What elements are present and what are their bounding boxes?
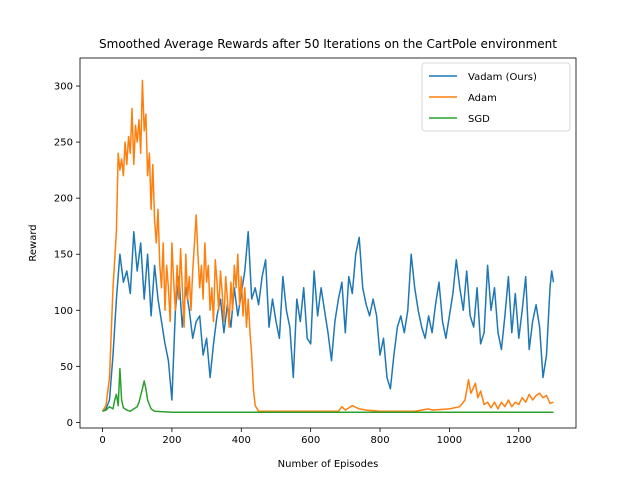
y-axis-label: Reward <box>28 224 39 261</box>
x-axis-label: Number of Episodes <box>278 459 379 470</box>
y-tick-label: 100 <box>54 306 73 317</box>
x-tick-label: 200 <box>162 435 181 446</box>
y-tick-label: 300 <box>54 82 73 93</box>
chart-title: Smoothed Average Rewards after 50 Iterat… <box>99 37 557 51</box>
y-tick-label: 250 <box>54 138 73 149</box>
y-axis: 0 50 100 150 200 250 300 <box>54 82 80 429</box>
series-line-adam <box>101 79 554 412</box>
x-tick-label: 800 <box>370 435 389 446</box>
legend: Vadam (Ours) Adam SGD <box>421 62 571 132</box>
x-tick-label: 600 <box>301 435 320 446</box>
legend-label-vadam: Vadam (Ours) <box>468 72 537 83</box>
plot-area <box>101 79 555 414</box>
x-axis: 0 200 400 600 800 1000 1200 <box>99 428 531 446</box>
y-tick-label: 200 <box>54 194 73 205</box>
legend-label-sgd: SGD <box>468 114 490 125</box>
y-tick-label: 150 <box>54 250 73 261</box>
axes-frame <box>79 57 577 429</box>
legend-label-adam: Adam <box>468 93 497 104</box>
y-tick-label: 0 <box>67 418 73 429</box>
x-tick-label: 1000 <box>437 435 462 446</box>
series-line-sgd <box>102 367 554 414</box>
x-tick-label: 400 <box>232 435 251 446</box>
x-tick-label: 1200 <box>506 435 531 446</box>
legend-box <box>421 62 571 132</box>
y-tick-label: 50 <box>60 362 73 373</box>
x-tick-label: 0 <box>99 435 105 446</box>
